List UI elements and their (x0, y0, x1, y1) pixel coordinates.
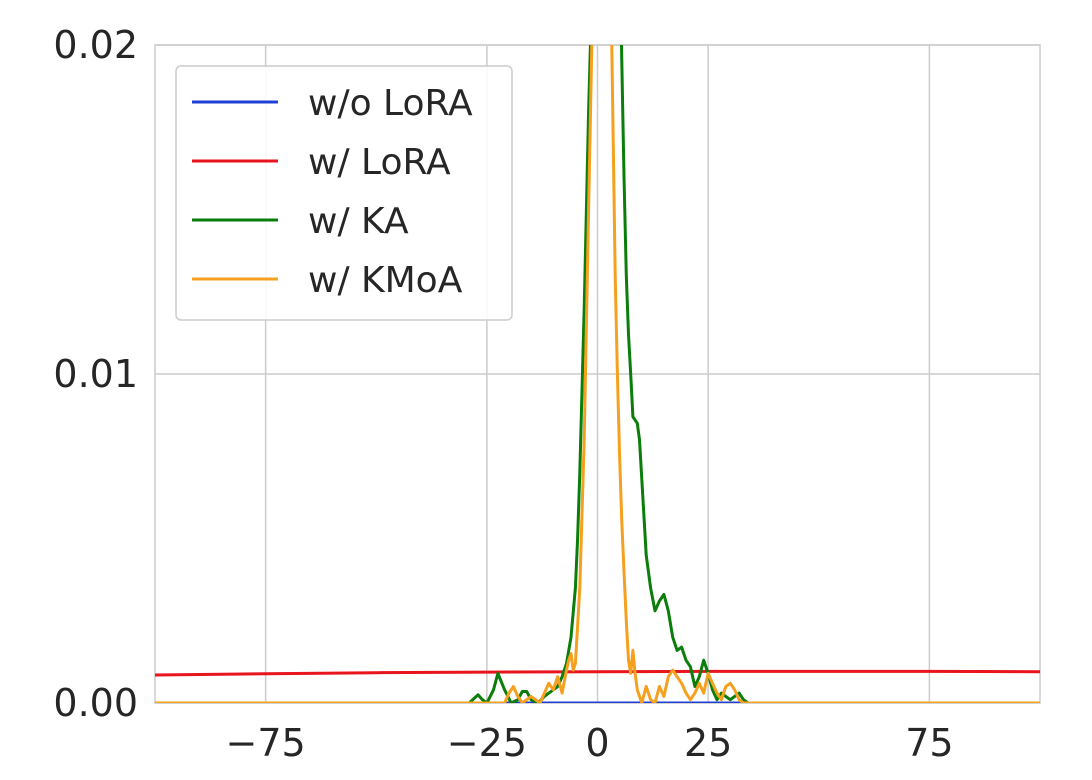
y-tick-label: 0.01 (53, 352, 138, 396)
y-tick-label: 0.00 (53, 681, 138, 725)
x-tick-label: 25 (684, 721, 732, 765)
x-tick-label: 75 (905, 721, 953, 765)
legend-box (175, 65, 513, 321)
series-line-3 (155, 45, 1040, 703)
x-tick-label: 0 (585, 721, 609, 765)
y-axis-ticks: 0.00 0.01 0.02 (53, 23, 138, 725)
series-layer (155, 45, 1040, 703)
legend-label-1: w/o LoRA (308, 83, 473, 124)
series-line-2 (155, 669, 1040, 677)
x-tick-label: −25 (447, 721, 527, 765)
legend-label-3: w/ KA (308, 201, 409, 242)
legend-label-4: w/ KMoA (308, 260, 463, 301)
x-axis-ticks: −75 −25 0 25 75 (226, 721, 954, 765)
series-line-4 (155, 45, 1040, 703)
y-tick-label: 0.02 (53, 23, 138, 67)
legend: w/o LoRA w/ LoRA w/ KA w/ KMoA (175, 65, 513, 321)
legend-label-2: w/ LoRA (308, 142, 451, 183)
x-tick-label: −75 (226, 721, 306, 765)
